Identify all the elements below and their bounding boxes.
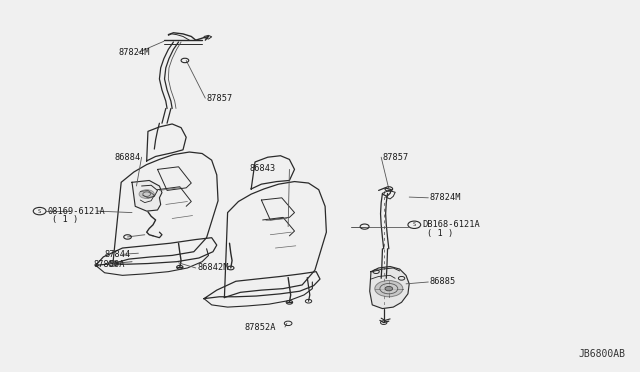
Circle shape [385,286,393,291]
Text: S: S [38,209,41,214]
Text: 87857: 87857 [207,94,233,103]
Text: 87824M: 87824M [118,48,150,57]
Text: 87824M: 87824M [429,193,461,202]
Text: ( 1 ): ( 1 ) [52,215,79,224]
Text: 87844: 87844 [104,250,131,259]
Text: ( 1 ): ( 1 ) [427,229,453,238]
Circle shape [139,190,154,199]
Circle shape [380,283,397,294]
Text: 86884: 86884 [115,153,141,162]
Text: 08169-6121A: 08169-6121A [47,206,105,216]
Text: 86842M: 86842M [198,263,229,272]
Text: DB168-6121A: DB168-6121A [422,220,480,229]
Text: S: S [413,222,416,227]
Polygon shape [132,180,162,211]
Text: 86885: 86885 [429,278,456,286]
Text: 87857: 87857 [383,153,409,162]
Polygon shape [370,266,409,309]
Circle shape [143,192,150,196]
Text: JB6800AB: JB6800AB [579,349,626,359]
Text: 86843: 86843 [250,164,276,173]
Circle shape [375,280,403,297]
Text: 87850A: 87850A [94,260,125,269]
Text: 87852A: 87852A [245,323,276,331]
